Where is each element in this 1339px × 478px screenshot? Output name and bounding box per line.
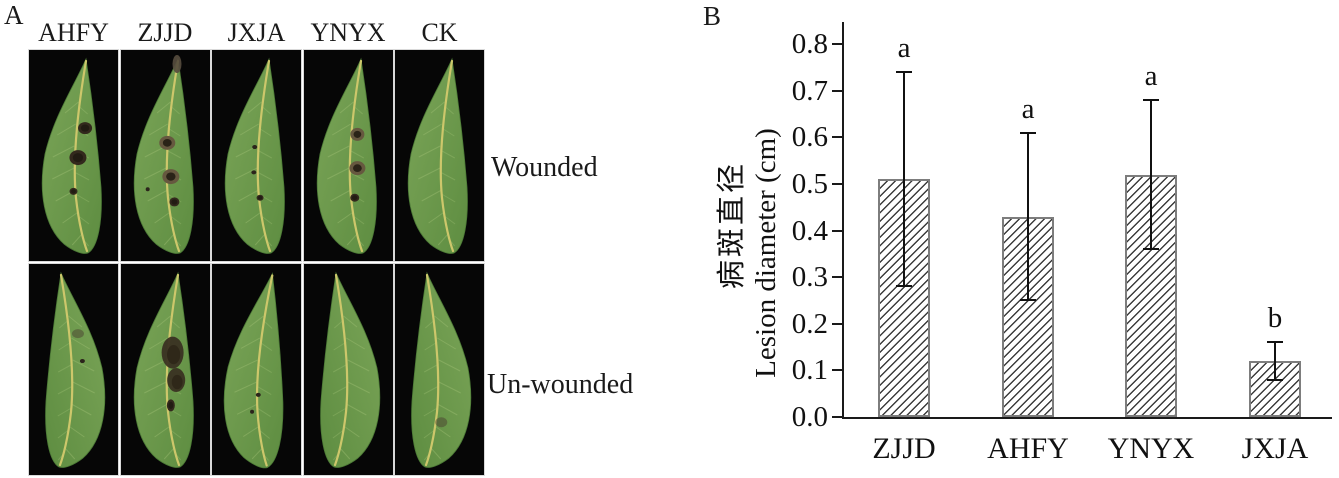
error-bar-cap-bottom [896,285,912,288]
y-tick [832,43,842,45]
y-axis-line [842,22,844,419]
leaf-photo-jxja-un-wounded [211,263,302,476]
y-tick [832,369,842,372]
y-tick [832,416,842,418]
x-tick-label-jxja: JXJA [1241,432,1309,465]
y-tick [832,89,842,92]
error-bar-cap-bottom [1267,378,1283,381]
leaf-photo-zjjd-wounded [119,49,211,262]
leaf-image [29,50,118,261]
error-bar-cap-bottom [1020,299,1036,302]
error-bar-line [1274,342,1276,380]
y-tick-label: 0.6 [791,121,828,154]
leaf-image [395,264,484,475]
significance-letter: a [1021,92,1035,125]
leaf-column-header-ck: CK [421,18,458,47]
x-axis-line [842,417,1332,419]
leaf-column-header-jxja: JXJA [227,18,286,47]
error-bar-cap-top [1020,131,1036,134]
leaf-image [120,264,210,475]
y-tick-label: 0.2 [791,307,828,340]
bar-ahfy [1002,216,1054,417]
leaf-image [29,264,118,475]
y-tick-label: 0.7 [791,74,828,107]
leaf-image [303,264,393,475]
y-tick-label: 0.8 [791,28,828,60]
leaf-column-header-ahfy: AHFY [38,18,109,47]
y-tick-label: 0.3 [791,261,828,294]
y-tick [832,182,842,185]
leaf-photo-ynyx-un-wounded [302,263,394,476]
error-bar-line [903,71,905,287]
leaf-photo-zjjd-un-wounded [119,263,211,476]
leaf-image [212,264,301,475]
y-tick [832,136,842,139]
y-tick [832,322,842,325]
error-bar-line [1027,132,1029,301]
x-tick-label-zjjd: ZJJD [872,432,936,465]
row-label-unwounded: Un-wounded [487,369,634,400]
y-tick-label: 0.5 [791,167,828,200]
y-tick [832,229,842,232]
leaf-photo-ynyx-wounded [302,49,394,262]
significance-letter: b [1267,302,1283,335]
leaf-column-header-ynyx: YNYX [310,18,386,47]
x-tick-label-ahfy: AHFY [987,432,1069,465]
leaf-image [120,50,210,261]
leaf-photo-jxja-wounded [211,49,302,262]
y-tick [832,276,842,279]
panel-a-label: A [4,0,24,30]
error-bar-cap-top [1143,98,1159,101]
leaf-image [212,50,301,261]
row-label-wounded: Wounded [491,152,598,183]
significance-letter: a [1144,59,1158,92]
y-tick-label: 0.0 [791,401,828,433]
panel-b-label: B [703,1,722,31]
leaf-photo-ahfy-un-wounded [28,263,119,476]
leaf-photo-ck-un-wounded [394,263,485,476]
y-tick-label: 0.4 [791,214,828,247]
y-tick-label: 0.1 [791,354,828,387]
leaf-photo-ck-wounded [394,49,485,262]
y-axis-label-english: Lesion diameter (cm) [750,128,782,378]
error-bar-cap-bottom [1143,248,1159,251]
error-bar-cap-top [896,70,912,73]
y-axis-label-chinese: 病斑直径 [716,161,748,290]
leaf-column-header-zjjd: ZJJD [137,18,193,47]
x-tick-label-ynyx: YNYX [1107,432,1195,465]
leaf-photo-ahfy-wounded [28,49,119,262]
significance-letter: a [897,31,911,64]
leaf-image [395,50,484,261]
leaf-image [303,50,393,261]
error-bar-cap-top [1267,341,1283,344]
error-bar-line [1150,99,1152,250]
